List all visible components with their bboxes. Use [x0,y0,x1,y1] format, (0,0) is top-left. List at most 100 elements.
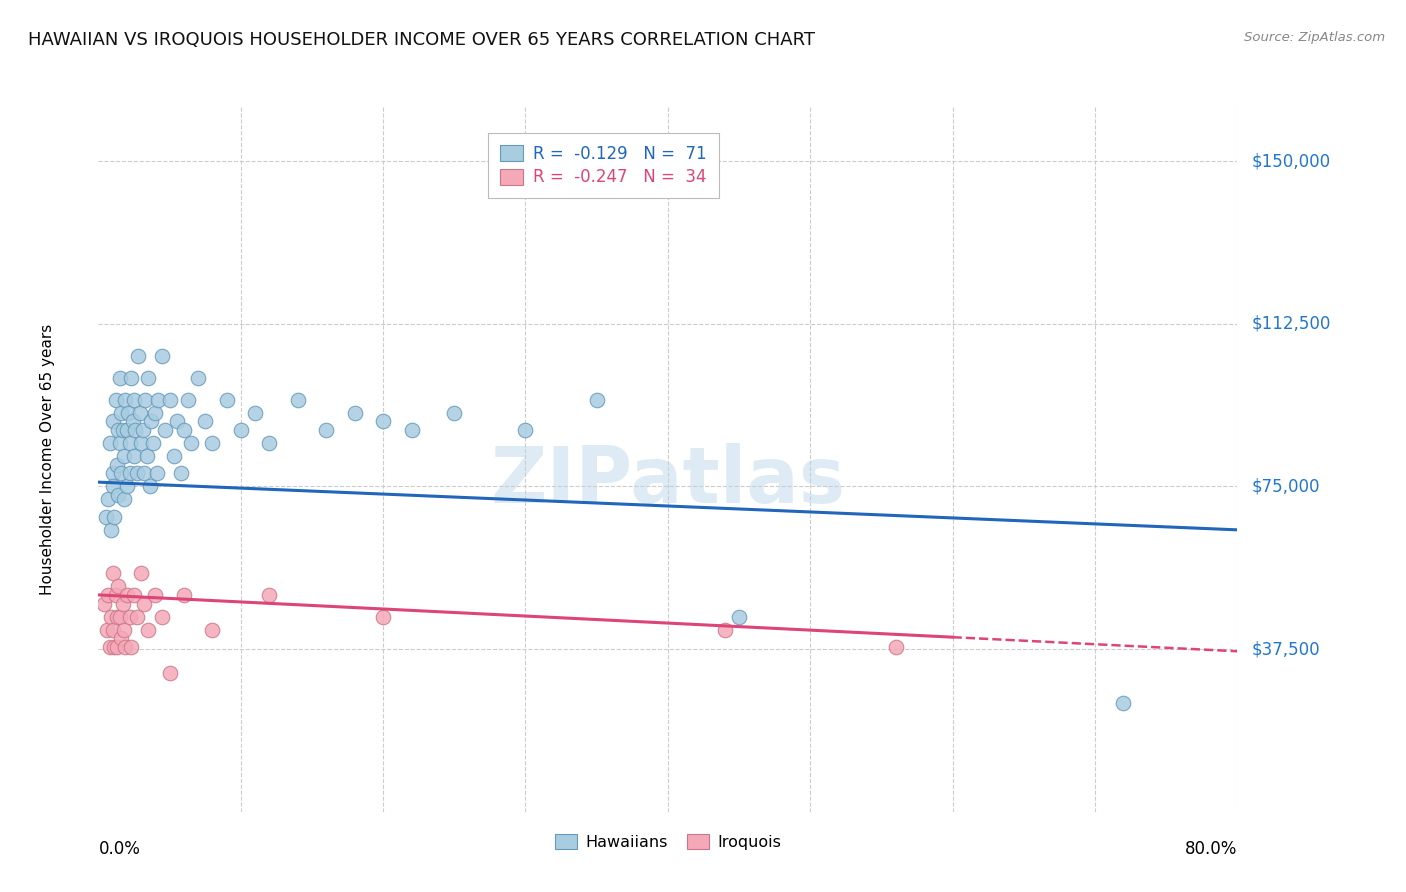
Point [114,392,136,407]
Point [132,467,155,481]
Point [141,436,163,450]
Legend: Hawaiians, Iroquois: Hawaiians, Iroquois [548,828,787,856]
Point [120,640,142,654]
Point [110,632,132,646]
Text: 80.0%: 80.0% [1185,840,1237,858]
Point [131,423,153,437]
Point [148,392,170,407]
Text: 0.0%: 0.0% [98,840,141,858]
Point [112,623,135,637]
Point [315,423,337,437]
Point [714,623,737,637]
Point [152,609,174,624]
Point [107,423,129,437]
Text: $37,500: $37,500 [1251,640,1320,658]
Point [108,371,131,385]
Point [105,609,128,624]
Point [128,406,150,420]
Text: $75,000: $75,000 [1251,477,1320,495]
Point [94,509,117,524]
Point [132,597,155,611]
Point [104,588,127,602]
Point [104,392,127,407]
Point [170,467,193,481]
Point [118,436,141,450]
Point [101,623,124,637]
Point [243,406,266,420]
Point [215,392,238,407]
Point [101,479,124,493]
Point [1112,696,1135,710]
Point [401,423,423,437]
Point [159,665,181,680]
Text: Source: ZipAtlas.com: Source: ZipAtlas.com [1244,31,1385,45]
Point [443,406,465,420]
Text: ZIPatlas: ZIPatlas [491,442,845,518]
Point [129,566,152,581]
Point [145,588,167,602]
Point [139,414,162,428]
Point [343,406,366,420]
Point [152,350,174,364]
Point [98,640,121,654]
Point [107,488,129,502]
Point [118,609,141,624]
Point [173,423,195,437]
Point [122,449,145,463]
Point [287,392,309,407]
Point [259,588,281,602]
Point [107,579,129,593]
Point [97,588,120,602]
Point [111,597,134,611]
Point [100,523,122,537]
Point [129,436,152,450]
Point [101,414,124,428]
Point [187,371,209,385]
Point [127,350,149,364]
Point [177,392,200,407]
Point [118,467,141,481]
Point [122,392,145,407]
Point [229,423,252,437]
Point [111,423,134,437]
Point [373,609,395,624]
Point [125,467,148,481]
Point [194,414,217,428]
Point [135,449,157,463]
Point [373,414,395,428]
Point [201,623,224,637]
Point [159,392,181,407]
Point [173,588,195,602]
Point [105,458,128,472]
Point [96,623,118,637]
Text: Householder Income Over 65 years: Householder Income Over 65 years [39,324,55,595]
Text: $112,500: $112,500 [1251,315,1330,333]
Point [103,640,125,654]
Point [110,406,132,420]
Point [728,609,751,624]
Point [122,588,145,602]
Point [180,436,202,450]
Point [125,609,148,624]
Point [120,371,142,385]
Point [108,609,131,624]
Point [110,467,132,481]
Point [101,566,124,581]
Point [115,588,138,602]
Point [145,406,167,420]
Point [515,423,537,437]
Point [134,392,156,407]
Point [114,640,136,654]
Point [117,406,139,420]
Point [101,467,124,481]
Point [108,436,131,450]
Point [112,449,135,463]
Point [136,371,159,385]
Point [115,479,138,493]
Point [138,479,160,493]
Point [98,436,121,450]
Point [201,436,224,450]
Point [105,640,128,654]
Point [585,392,607,407]
Point [163,449,186,463]
